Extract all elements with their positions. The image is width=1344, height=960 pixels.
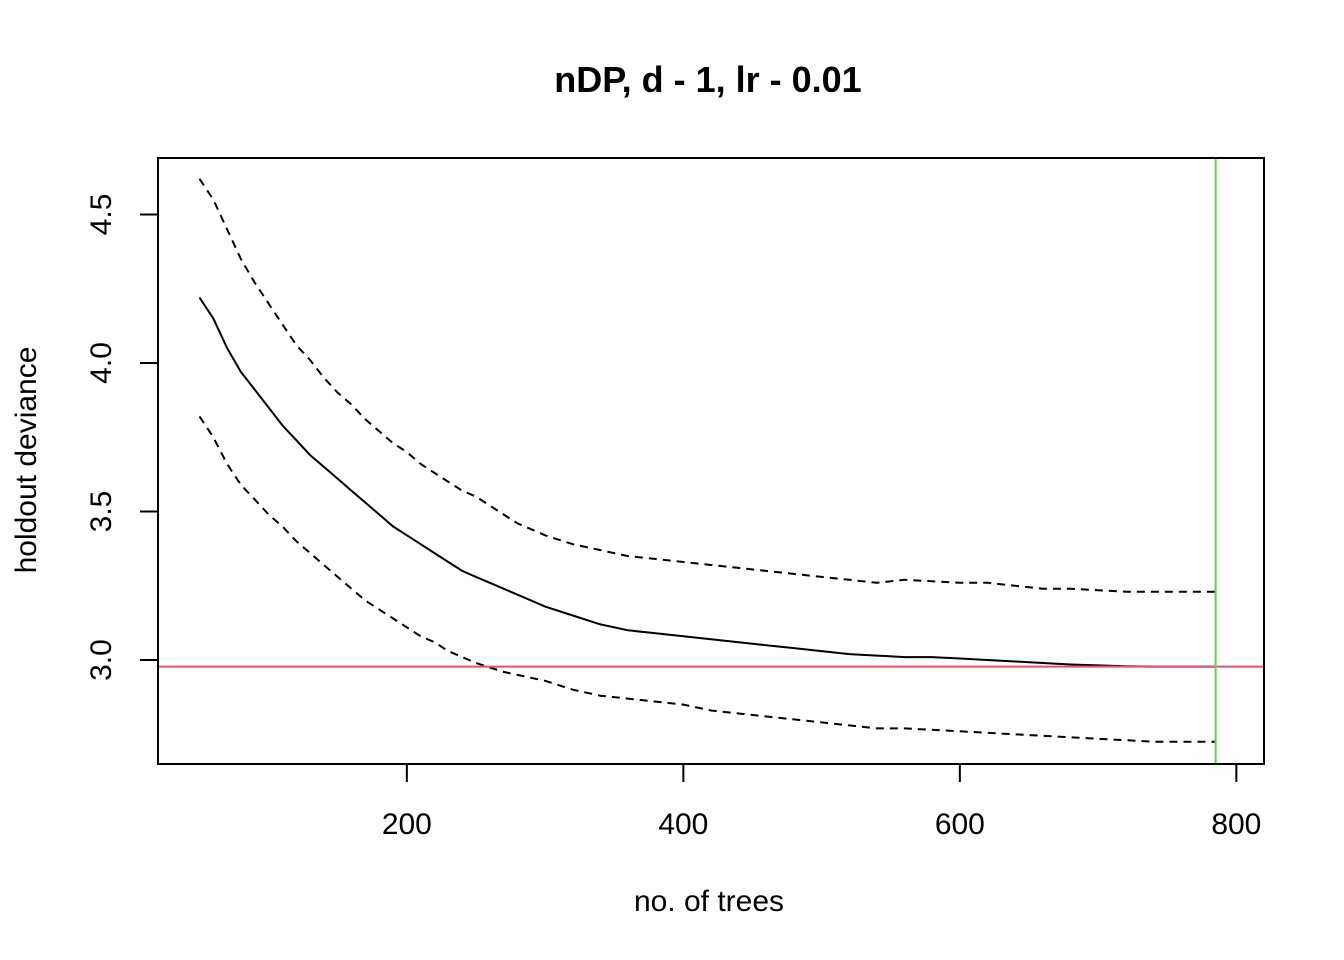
plot-frame [157, 157, 1265, 765]
y-tick-label: 4.5 [85, 194, 118, 236]
x-tick-label: 200 [382, 808, 432, 841]
x-axis-label: no. of trees [634, 885, 784, 918]
x-tick-label: 400 [658, 808, 708, 841]
y-tick-label: 3.0 [85, 639, 118, 681]
upper-bound-line [198, 178, 1216, 593]
mean-deviance-line [198, 297, 1216, 668]
y-tick-label: 4.0 [85, 342, 118, 384]
x-axis: 200 400 600 800 [382, 763, 1261, 841]
x-tick-label: 800 [1211, 808, 1261, 841]
y-tick-label: 3.5 [85, 491, 118, 533]
y-axis-label: holdout deviance [10, 347, 43, 574]
chart-title: nDP, d - 1, lr - 0.01 [554, 59, 861, 100]
lower-bound-line [198, 415, 1216, 743]
plot-lines [158, 158, 1264, 764]
x-tick-label: 600 [935, 808, 985, 841]
y-axis: 3.0 3.5 4.0 4.5 [85, 194, 159, 681]
